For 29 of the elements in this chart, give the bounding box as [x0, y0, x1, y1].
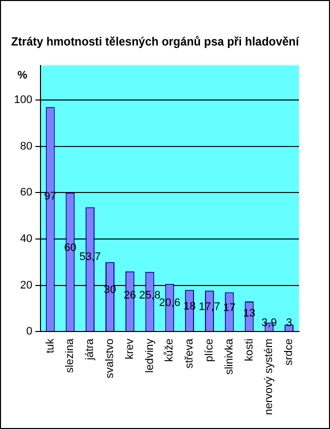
data-label: 3,9 [262, 317, 277, 330]
x-tick-label: kůže [164, 338, 176, 362]
x-tick-label: plíce [204, 338, 216, 362]
data-label: 26 [124, 289, 136, 302]
x-tick-label: krev [124, 338, 136, 360]
y-tick-label: 60 [20, 186, 32, 199]
x-tick-label: tuk [44, 338, 56, 354]
chart-title: Ztráty hmotnosti tělesných orgánů psa při hladovění [11, 35, 300, 49]
x-tick-label: kosti [243, 338, 256, 362]
y-tick-label: 0 [26, 326, 32, 338]
data-label: 30 [104, 284, 116, 296]
data-label: 18 [183, 300, 196, 312]
x-tick-label: střeva [184, 338, 196, 369]
y-axis-title: % [17, 69, 28, 82]
y-tick-label: 40 [20, 233, 32, 246]
data-label: 13 [243, 307, 256, 320]
x-tick-label: svalstvo [104, 338, 116, 378]
x-tick-label: slezina [64, 338, 76, 373]
y-tick-label: 100 [14, 94, 32, 106]
y-tick-label: 80 [20, 140, 32, 152]
y-tick-label: 20 [20, 279, 32, 292]
data-label: 60 [64, 242, 76, 254]
x-tick-label: nervový systém [263, 338, 276, 416]
x-tick-label: srdce [283, 338, 296, 366]
x-tick-label: ledviny [144, 338, 156, 373]
data-label: 97 [44, 190, 56, 203]
data-label: 17 [223, 302, 236, 314]
x-tick-label: játra [84, 338, 96, 361]
x-tick-label: slinivka [223, 338, 236, 375]
